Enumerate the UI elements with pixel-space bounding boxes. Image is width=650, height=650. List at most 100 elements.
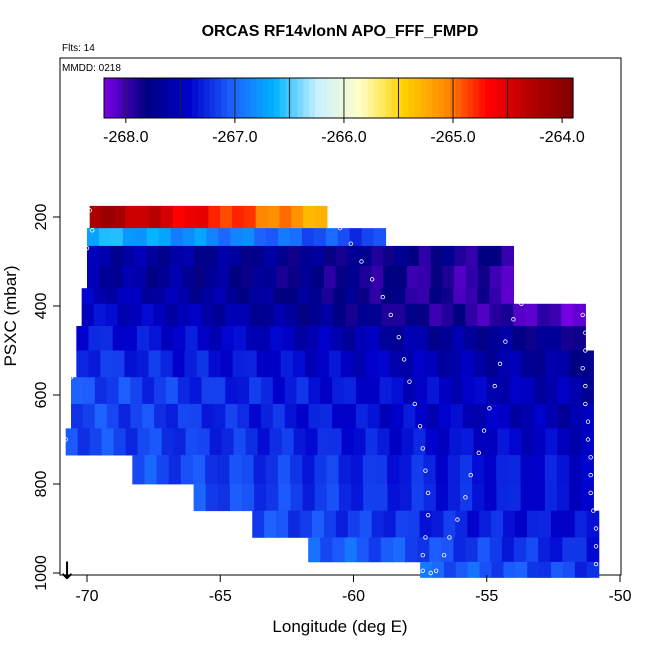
colorbar-segment xyxy=(133,78,140,118)
heatmap-cell xyxy=(418,265,432,289)
heatmap-cell xyxy=(172,205,186,229)
heatmap-cell xyxy=(539,561,552,578)
heatmap-cell xyxy=(497,350,510,378)
heatmap-cell xyxy=(158,245,171,267)
arrow-marker-icon: ↓ xyxy=(57,557,77,585)
heatmap-cell xyxy=(393,303,407,327)
heatmap-cell xyxy=(389,428,403,456)
heatmap-cell xyxy=(371,245,384,267)
heatmap-cell xyxy=(130,403,143,429)
heatmap-cell xyxy=(364,350,378,378)
heatmap-cell xyxy=(132,455,146,485)
heatmap-cell xyxy=(144,455,158,485)
heatmap-cell xyxy=(479,510,492,538)
heatmap-cell xyxy=(313,228,327,247)
colorbar-tick-label: -265.0 xyxy=(430,129,475,146)
heatmap-cell xyxy=(522,403,535,429)
x-tick-label: -55 xyxy=(475,588,498,605)
heatmap-cell xyxy=(337,228,351,247)
colorbar-segment xyxy=(262,78,269,118)
track-point xyxy=(63,437,68,442)
track-point xyxy=(551,294,556,299)
heatmap-cell xyxy=(371,510,385,538)
heatmap-cell xyxy=(430,265,443,289)
heatmap-cell xyxy=(113,205,126,229)
heatmap-cell xyxy=(484,484,498,512)
heatmap-cell xyxy=(165,288,179,305)
colorbar-segment xyxy=(191,78,199,118)
heatmap-cell xyxy=(153,303,167,327)
track-point xyxy=(580,366,585,371)
heatmap-cell xyxy=(194,228,207,247)
colorbar-segment xyxy=(356,78,363,118)
heatmap-cell xyxy=(213,403,226,429)
heatmap-cell xyxy=(418,245,432,267)
heatmap-cell xyxy=(243,205,257,229)
heatmap-cell xyxy=(217,245,230,267)
heatmap-cell xyxy=(557,403,571,429)
heatmap-cell xyxy=(154,377,167,405)
heatmap-cell xyxy=(158,265,171,289)
heatmap-cell xyxy=(137,428,151,456)
heatmap-cell xyxy=(545,403,559,429)
heatmap-cell xyxy=(112,350,126,378)
heatmap-cell xyxy=(467,561,481,578)
heatmap-cell xyxy=(218,228,231,247)
colorbar-segment xyxy=(561,78,568,118)
heatmap-cell xyxy=(201,377,215,405)
heatmap-cell xyxy=(350,455,364,485)
track-point xyxy=(583,330,588,335)
heatmap-cell xyxy=(208,205,221,229)
flights-label: Flts: 14 xyxy=(62,43,95,54)
colorbar-segment xyxy=(274,78,281,118)
heatmap-cell xyxy=(208,350,222,378)
heatmap-cell xyxy=(233,326,247,351)
heatmap-cell xyxy=(291,205,304,229)
heatmap-cell xyxy=(423,455,437,485)
heatmap-cell xyxy=(221,326,235,351)
heatmap-cell xyxy=(508,455,522,485)
heatmap-cell xyxy=(266,484,279,512)
heatmap-cell xyxy=(281,428,295,456)
heatmap-cell xyxy=(562,537,576,563)
colorbar-segment xyxy=(256,78,263,118)
heatmap-cell xyxy=(314,205,328,229)
heatmap-cell xyxy=(513,537,527,563)
heatmap-cell xyxy=(302,455,315,485)
heatmap-cell xyxy=(526,537,539,563)
heatmap-cell xyxy=(509,350,522,378)
heatmap-cell xyxy=(300,510,313,538)
heatmap-cell xyxy=(276,245,289,267)
x-axis: -70 -65 -60 -55 -50 xyxy=(75,575,632,605)
heatmap-cell xyxy=(181,265,195,289)
heatmap-cell xyxy=(545,428,558,456)
heatmap-cell xyxy=(510,377,523,405)
heatmap-cell xyxy=(312,265,325,289)
track-point xyxy=(585,437,591,442)
heatmap-cell xyxy=(353,428,367,456)
heatmap-cell xyxy=(381,303,395,327)
heatmap-cell xyxy=(308,403,321,429)
colorbar-segment xyxy=(508,78,515,118)
heatmap-cell xyxy=(328,350,342,378)
heatmap-cell xyxy=(447,484,461,512)
heatmap-cell xyxy=(94,377,108,405)
heatmap-cell xyxy=(280,350,294,378)
heatmap-cell xyxy=(557,428,570,456)
colorbar-segment xyxy=(461,78,469,118)
heatmap-cell xyxy=(363,484,376,512)
heatmap-cell xyxy=(581,484,594,512)
heatmap-cell xyxy=(573,303,586,327)
heatmap-cell xyxy=(260,403,274,429)
track-point xyxy=(593,561,599,567)
colorbar-tick-label: -266.0 xyxy=(321,129,366,146)
heatmap-cell xyxy=(261,288,275,305)
heatmap-cell xyxy=(452,326,465,351)
track-point xyxy=(401,357,407,362)
heatmap-cell xyxy=(371,265,384,289)
heatmap-cell xyxy=(376,350,390,378)
heatmap-cell xyxy=(89,428,103,456)
heatmap-cell xyxy=(429,303,443,327)
colorbar-segment xyxy=(121,78,129,118)
colorbar-segment xyxy=(203,78,211,118)
